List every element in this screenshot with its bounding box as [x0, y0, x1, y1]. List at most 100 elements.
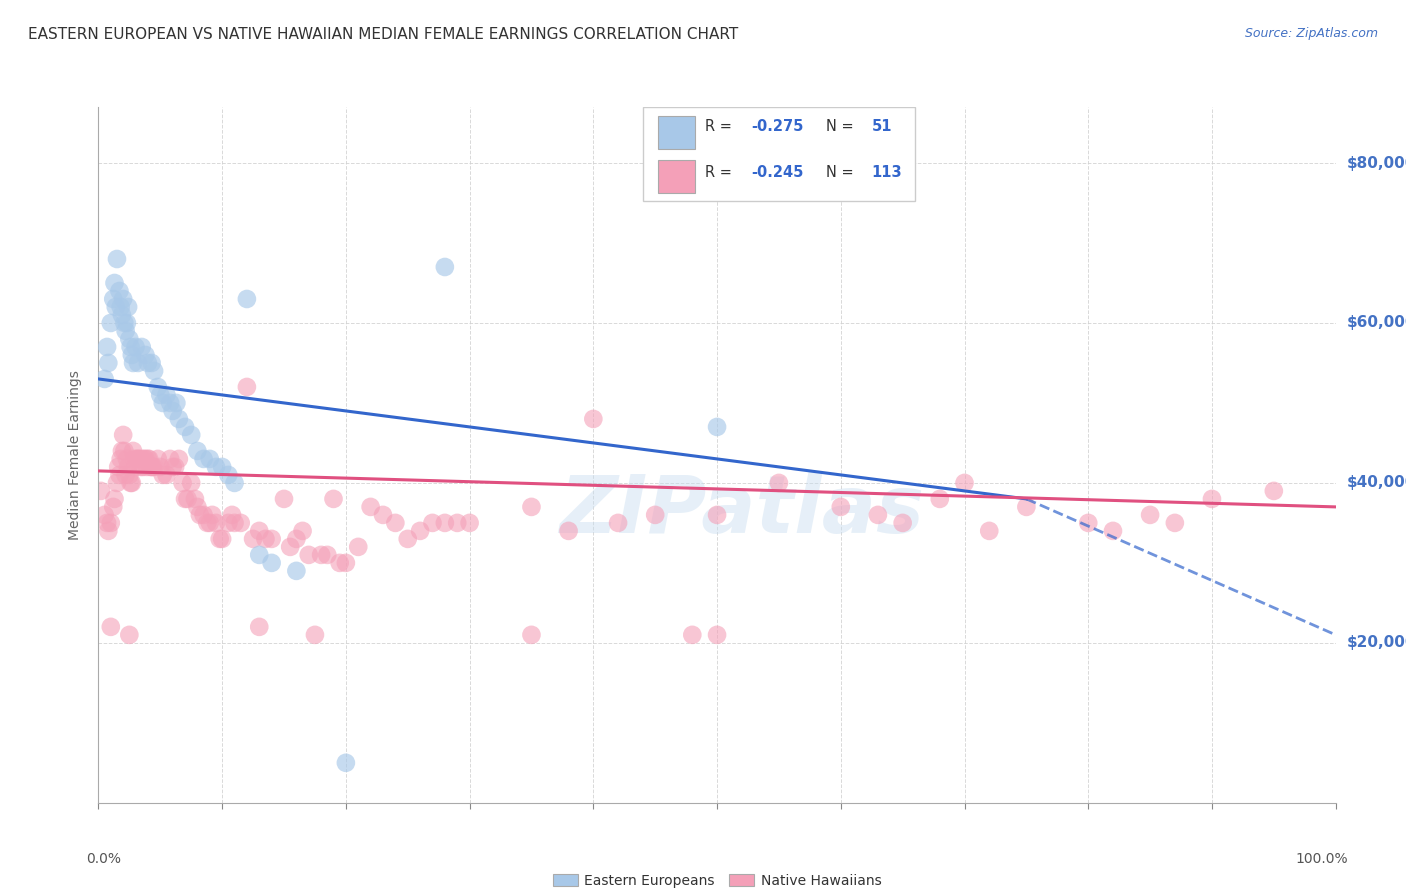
- Point: [409, 524, 432, 538]
- Point: [520, 628, 543, 642]
- Text: -0.275: -0.275: [752, 120, 804, 135]
- Point: [174, 491, 197, 506]
- Point: [141, 459, 163, 474]
- Point: [953, 475, 976, 490]
- Point: [1139, 508, 1161, 522]
- Point: [136, 451, 159, 466]
- Point: [607, 516, 630, 530]
- Point: [254, 532, 277, 546]
- Point: [108, 284, 131, 298]
- Point: [143, 364, 166, 378]
- Point: [149, 388, 172, 402]
- Bar: [658, 116, 695, 149]
- Point: [124, 340, 146, 354]
- Point: [193, 508, 215, 522]
- Point: [458, 516, 481, 530]
- Point: [928, 491, 950, 506]
- Point: [134, 451, 156, 466]
- Point: [118, 467, 141, 482]
- Point: [247, 524, 270, 538]
- Point: [96, 516, 118, 530]
- Point: [117, 300, 139, 314]
- Point: [273, 491, 295, 506]
- Point: [139, 459, 162, 474]
- Point: [127, 356, 149, 370]
- Point: [100, 516, 122, 530]
- Point: [167, 451, 190, 466]
- Point: [114, 467, 136, 482]
- Point: [100, 316, 122, 330]
- Point: [131, 340, 153, 354]
- Point: [165, 396, 187, 410]
- Point: [167, 412, 190, 426]
- Point: [118, 332, 141, 346]
- Point: [557, 524, 579, 538]
- Point: [706, 508, 728, 522]
- Text: $40,000: $40,000: [1347, 475, 1406, 491]
- Point: [247, 620, 270, 634]
- Point: [422, 516, 444, 530]
- Text: Source: ZipAtlas.com: Source: ZipAtlas.com: [1244, 27, 1378, 40]
- Point: [172, 475, 194, 490]
- Point: [1201, 491, 1223, 506]
- Point: [149, 459, 172, 474]
- Point: [121, 475, 143, 490]
- Point: [217, 467, 239, 482]
- Point: [159, 396, 181, 410]
- Point: [146, 451, 169, 466]
- Point: [117, 459, 139, 474]
- Point: [706, 420, 728, 434]
- Point: [122, 356, 145, 370]
- Point: [236, 380, 259, 394]
- Point: [446, 516, 468, 530]
- Text: 51: 51: [872, 120, 893, 135]
- Point: [162, 404, 184, 418]
- Point: [291, 524, 314, 538]
- Point: [188, 508, 211, 522]
- Point: [103, 276, 125, 290]
- Point: [322, 491, 344, 506]
- Point: [198, 516, 221, 530]
- Point: [180, 475, 202, 490]
- Point: [224, 475, 246, 490]
- Point: [112, 316, 135, 330]
- Point: [132, 459, 155, 474]
- Point: [111, 308, 134, 322]
- Point: [122, 444, 145, 458]
- Point: [681, 628, 703, 642]
- Point: [165, 459, 187, 474]
- Point: [174, 420, 197, 434]
- Text: -0.245: -0.245: [752, 165, 804, 180]
- Point: [103, 491, 125, 506]
- Point: [201, 508, 224, 522]
- Point: [644, 508, 666, 522]
- Point: [198, 451, 221, 466]
- Point: [111, 444, 134, 458]
- Point: [205, 459, 228, 474]
- Text: 113: 113: [872, 165, 903, 180]
- Point: [97, 356, 120, 370]
- Point: [143, 459, 166, 474]
- Point: [285, 532, 308, 546]
- Point: [127, 451, 149, 466]
- Point: [285, 564, 308, 578]
- Text: ZIPatlas: ZIPatlas: [560, 472, 924, 549]
- Point: [112, 428, 135, 442]
- Point: [162, 459, 184, 474]
- Point: [114, 324, 136, 338]
- Point: [141, 356, 163, 370]
- Point: [1164, 516, 1187, 530]
- Point: [136, 356, 159, 370]
- Point: [135, 459, 157, 474]
- Point: [298, 548, 321, 562]
- Point: [193, 451, 215, 466]
- Text: $80,000: $80,000: [1347, 155, 1406, 170]
- Point: [118, 628, 141, 642]
- Point: [131, 451, 153, 466]
- Text: $60,000: $60,000: [1347, 316, 1406, 330]
- Point: [278, 540, 301, 554]
- Point: [360, 500, 382, 514]
- Point: [152, 396, 174, 410]
- Point: [347, 540, 370, 554]
- Point: [195, 516, 218, 530]
